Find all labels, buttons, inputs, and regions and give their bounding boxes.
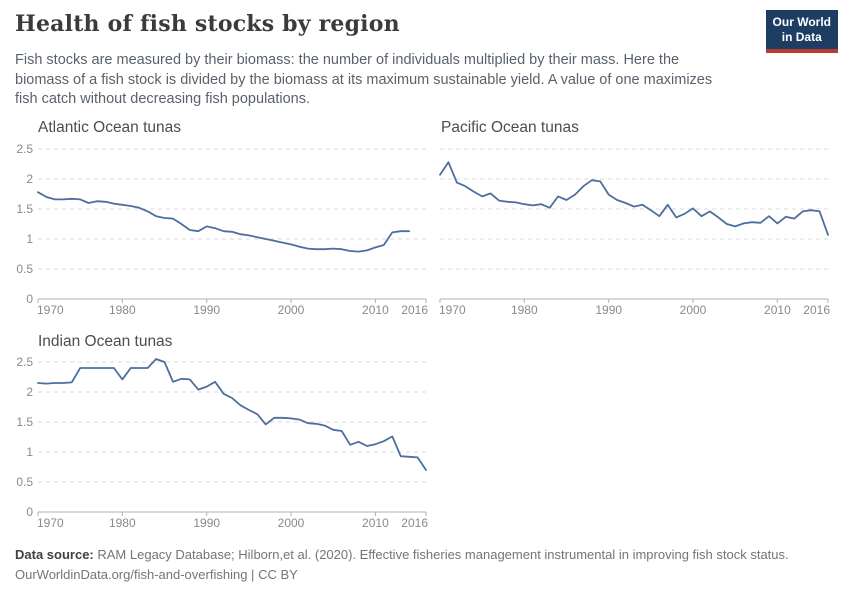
x-tick-label: 1990 [193, 516, 220, 530]
source-label: Data source: [15, 547, 94, 562]
x-tick-label: 2016 [803, 303, 830, 317]
y-tick-label: 1.5 [16, 415, 33, 429]
x-tick-label: 1990 [193, 303, 220, 317]
logo-line-2: in Data [781, 30, 822, 44]
x-tick-label: 2000 [278, 516, 305, 530]
x-tick-label: 1980 [511, 303, 538, 317]
x-tick-label: 2010 [362, 516, 389, 530]
facet-chart-indian-ocean-tunas[interactable]: 1970 1980 1990 2000 2010 2016 0 0.5 1 1.5 2 2.5 [15, 353, 435, 533]
facet-chart-atlantic-ocean-tunas[interactable]: 1970 1980 1990 2000 2010 2016 0 0.5 1 1.5 2 2.5 [15, 140, 435, 320]
y-tick-label: 2 [26, 385, 33, 399]
facet-chart-pacific-ocean-tunas[interactable]: 1970 1980 1990 2000 2010 2016 [432, 140, 850, 320]
x-tick-label: 2010 [764, 303, 791, 317]
x-tick-label: 2016 [401, 303, 428, 317]
x-tick-label: 2000 [680, 303, 707, 317]
y-tick-label: 0 [26, 505, 33, 519]
y-tick-label: 1.5 [16, 202, 33, 216]
subtitle-line: biomass of a fish stock is divided by th… [15, 71, 713, 88]
x-tick-label: 1990 [595, 303, 622, 317]
x-tick-label: 2016 [401, 516, 428, 530]
chart-subtitle: Fish stocks are measured by their biomas… [15, 51, 712, 110]
divider: | [251, 567, 255, 582]
logo-line-1: Our World [772, 15, 831, 29]
x-tick-label: 1970 [37, 303, 64, 317]
page-title: Health of fish stocks by region [15, 11, 400, 37]
x-tick-label: 1970 [439, 303, 466, 317]
x-tick-label: 1980 [109, 303, 136, 317]
y-tick-label: 0 [26, 292, 33, 306]
subtitle-line: fish catch without decreasing fish popul… [15, 91, 311, 107]
subtitle-line: Fish stocks are measured by their biomas… [15, 52, 680, 68]
facet-title-indian-ocean-tunas: Indian Ocean tunas [38, 333, 173, 350]
x-tick-label: 2000 [278, 303, 305, 317]
y-tick-label: 2 [26, 172, 33, 186]
owid-url-link[interactable]: OurWorldinData.org/fish-and-overfishing [15, 567, 248, 582]
owid-logo[interactable]: Our World in Data [765, 10, 838, 53]
y-tick-label: 0.5 [16, 262, 33, 276]
y-tick-label: 1 [26, 445, 33, 459]
license-line: OurWorldinData.org/fish-and-overfishing … [15, 565, 789, 585]
license-link[interactable]: CC BY [258, 567, 298, 582]
chart-footer: Data source: RAM Legacy Database; Hilbor… [15, 545, 789, 585]
source-line: Data source: RAM Legacy Database; Hilbor… [15, 545, 789, 565]
facet-title-pacific-ocean-tunas: Pacific Ocean tunas [441, 119, 579, 136]
y-tick-label: 2.5 [16, 142, 33, 156]
line-series [37, 358, 427, 471]
line-series [37, 191, 411, 253]
source-text: RAM Legacy Database; Hilborn,et al. (202… [97, 547, 789, 562]
x-tick-label: 1980 [109, 516, 136, 530]
y-tick-label: 0.5 [16, 475, 33, 489]
y-tick-label: 1 [26, 232, 33, 246]
x-tick-label: 1970 [37, 516, 64, 530]
facet-title-atlantic-ocean-tunas: Atlantic Ocean tunas [38, 119, 182, 136]
y-tick-label: 2.5 [16, 355, 33, 369]
line-series [439, 161, 829, 236]
x-tick-label: 2010 [362, 303, 389, 317]
